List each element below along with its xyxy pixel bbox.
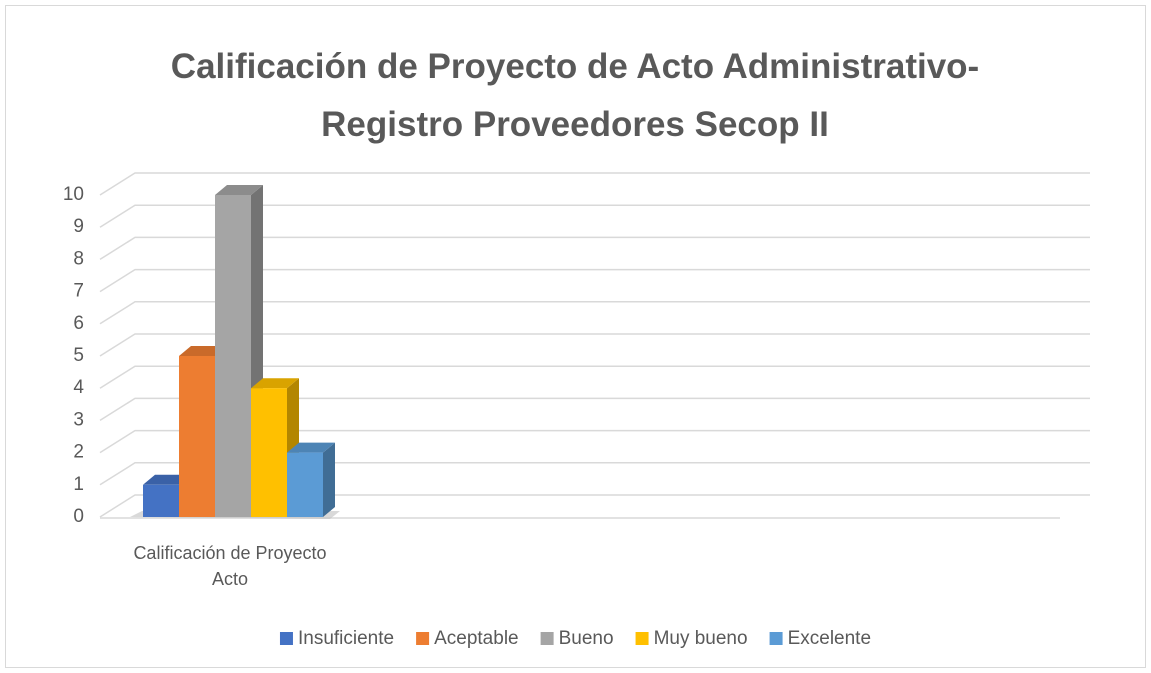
bar (143, 484, 179, 517)
bar-side (323, 442, 335, 517)
legend-swatch (279, 632, 293, 645)
grid-line (99, 333, 1090, 357)
legend-swatch (416, 632, 430, 645)
grid-line (99, 397, 1090, 422)
y-tick-label: 5 (73, 345, 84, 366)
grid-line (99, 268, 1090, 293)
floor (100, 495, 1090, 517)
legend-label: Bueno (559, 628, 614, 649)
y-tick-label: 9 (73, 216, 84, 237)
legend-swatch (769, 632, 783, 645)
y-tick-label: 0 (73, 506, 84, 527)
grid-line (99, 301, 1090, 325)
x-tick-label: Calificación de Proyecto Acto (133, 543, 327, 589)
bar (251, 388, 287, 517)
legend-label: Aceptable (434, 628, 519, 649)
legend-label: Muy bueno (654, 628, 748, 649)
bar (179, 356, 215, 517)
legend-swatch (635, 632, 649, 645)
grid-line (99, 172, 1090, 196)
chart-title: Calificación de Proyecto de Acto Adminis… (170, 47, 980, 144)
y-tick-label: 6 (73, 313, 84, 334)
legend-swatch (540, 632, 554, 645)
bar-top (215, 185, 263, 195)
y-tick-label: 7 (73, 281, 84, 302)
grid-line (99, 462, 1090, 486)
legend-label: Excelente (788, 628, 871, 649)
bar (287, 452, 323, 517)
y-tick-label: 10 (63, 184, 84, 205)
y-tick-label: 8 (73, 248, 84, 269)
grid-line (99, 429, 1090, 454)
y-tick-label: 2 (73, 442, 84, 463)
bar-top (251, 378, 299, 389)
y-tick-label: 1 (73, 474, 84, 495)
grid-line (99, 365, 1090, 389)
grid-line (99, 494, 1090, 518)
grid-line (99, 204, 1090, 228)
bar-top (287, 442, 335, 453)
bar (215, 195, 251, 517)
chart-border (5, 5, 1146, 668)
grid-line (99, 236, 1090, 261)
y-tick-label: 3 (73, 409, 84, 430)
legend-label: Insuficiente (298, 628, 394, 649)
y-tick-label: 4 (73, 377, 84, 398)
